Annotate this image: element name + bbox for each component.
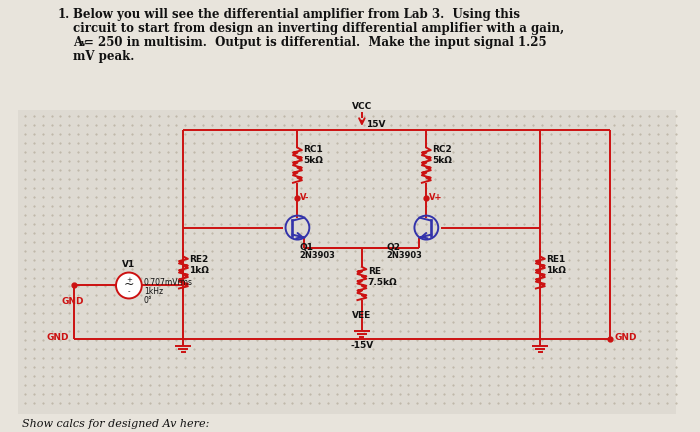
Text: RE: RE — [368, 267, 381, 276]
Text: V1: V1 — [122, 260, 136, 269]
Text: 1kΩ: 1kΩ — [190, 266, 209, 275]
Text: = 250 in multisim.  Output is differential.  Make the input signal 1.25: = 250 in multisim. Output is differentia… — [84, 36, 547, 49]
Text: 2N3903: 2N3903 — [300, 251, 335, 260]
Text: Show calcs for designed Av here:: Show calcs for designed Av here: — [22, 419, 209, 429]
Circle shape — [116, 273, 142, 299]
Text: Q1: Q1 — [300, 243, 314, 251]
Text: circuit to start from design an inverting differential amplifier with a gain,: circuit to start from design an invertin… — [74, 22, 564, 35]
Text: 1.: 1. — [57, 8, 70, 21]
Text: GND: GND — [615, 333, 637, 342]
Bar — [18, 110, 676, 414]
Text: mV peak.: mV peak. — [74, 50, 134, 63]
Text: A: A — [74, 36, 83, 49]
Text: 1kHz: 1kHz — [144, 287, 163, 296]
Text: 15V: 15V — [366, 120, 386, 129]
Text: GND: GND — [47, 333, 69, 342]
Text: 1kΩ: 1kΩ — [546, 266, 566, 275]
Text: VEE: VEE — [352, 311, 372, 321]
Text: RC1: RC1 — [303, 145, 323, 154]
Text: GND: GND — [61, 298, 83, 306]
Text: 0°: 0° — [144, 296, 153, 305]
Text: V+: V+ — [429, 193, 443, 202]
Text: -15V: -15V — [350, 341, 374, 350]
Text: 5kΩ: 5kΩ — [433, 156, 452, 165]
Text: +: + — [126, 276, 132, 283]
Text: VCC: VCC — [352, 102, 372, 111]
Text: RE1: RE1 — [546, 255, 566, 264]
Text: 5kΩ: 5kΩ — [303, 156, 323, 165]
Text: RC2: RC2 — [433, 145, 452, 154]
Text: Q2: Q2 — [386, 243, 400, 251]
Text: 2N3903: 2N3903 — [386, 251, 423, 260]
Text: 0.707mVrms: 0.707mVrms — [144, 278, 193, 287]
Text: RE2: RE2 — [190, 255, 209, 264]
Text: ~: ~ — [124, 278, 134, 291]
Text: 7.5kΩ: 7.5kΩ — [368, 278, 398, 287]
Text: -: - — [127, 289, 130, 295]
Text: Below you will see the differential amplifier from Lab 3.  Using this: Below you will see the differential ampl… — [74, 8, 520, 21]
Text: V-: V- — [300, 193, 310, 202]
Text: v: v — [80, 39, 85, 48]
